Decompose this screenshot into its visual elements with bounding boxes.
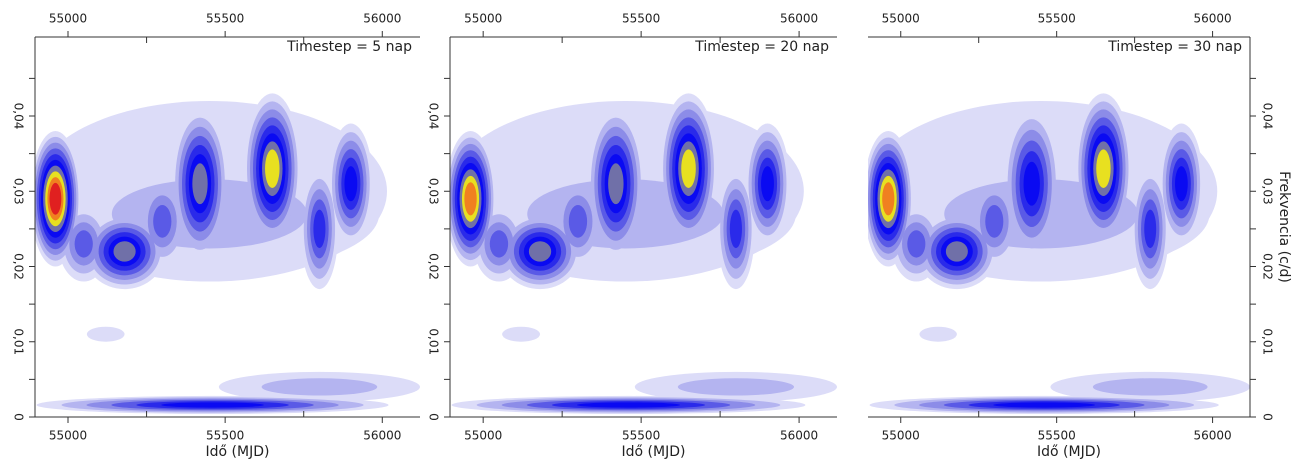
- contour-level: [907, 230, 926, 258]
- x-tick-label: 55000: [464, 429, 502, 443]
- y-tick-label: 0,03: [1261, 178, 1275, 205]
- contour-level: [1144, 209, 1157, 249]
- contours: [35, 93, 420, 414]
- panel: 55000 55000 55500 55500 56000 56000 0 0,01 0,02 0…: [12, 12, 420, 460]
- contour-level: [919, 326, 957, 342]
- contour-level: [161, 402, 264, 408]
- x-tick-label: 55000: [49, 12, 87, 26]
- x-axis-label: Idő (MJD): [1037, 444, 1101, 460]
- contour-level: [49, 182, 62, 215]
- contour-level: [1092, 378, 1208, 396]
- x-axis-label: Idő (MJD): [206, 444, 270, 460]
- y-tick-label: 0: [12, 413, 26, 421]
- contour-level: [1096, 149, 1111, 188]
- contour-level: [729, 209, 742, 249]
- contour-level: [261, 378, 378, 396]
- x-tick-label: 55500: [622, 12, 660, 26]
- panel: 55000 55000 55500 55500 56000 56000 0 0,01 0,02 0…: [427, 12, 837, 460]
- y-axis-label: Frekvencia (c/d): [1276, 171, 1292, 283]
- contour-level: [1023, 161, 1040, 206]
- contour-level: [192, 163, 208, 205]
- y-tick-label: 0,03: [427, 178, 441, 205]
- panel: 55000 55000 55500 55500 56000 56000 0 0,01 0,02 0…: [868, 12, 1292, 460]
- y-tick-label: 0,04: [1261, 103, 1275, 130]
- x-tick-label: 55500: [622, 429, 660, 443]
- contour-level: [344, 166, 358, 202]
- x-tick-label: 55000: [882, 429, 920, 443]
- contour-level: [568, 204, 588, 238]
- contour-level: [528, 241, 552, 262]
- y-tick-label: 0: [1261, 413, 1275, 421]
- contour-level: [1175, 166, 1188, 202]
- y-tick-label: 0: [427, 413, 441, 421]
- y-tick-label: 0,02: [12, 253, 26, 280]
- x-tick-label: 56000: [363, 429, 401, 443]
- x-tick-label: 56000: [780, 429, 818, 443]
- contour-level: [985, 204, 1004, 238]
- contour-level: [677, 378, 795, 396]
- x-tick-label: 55500: [1038, 12, 1076, 26]
- x-tick-label: 55500: [206, 429, 244, 443]
- x-tick-label: 55000: [49, 429, 87, 443]
- y-tick-label: 0,03: [12, 178, 26, 205]
- contour-level: [265, 149, 280, 188]
- contour-level: [153, 204, 172, 238]
- contour-level: [608, 163, 624, 205]
- y-tick-label: 0,01: [1261, 328, 1275, 355]
- contour-level: [681, 149, 696, 188]
- x-tick-label: 55500: [206, 12, 244, 26]
- x-tick-label: 56000: [780, 12, 818, 26]
- annotation: Timestep = 30 nap: [1107, 39, 1242, 55]
- x-axis-label: Idő (MJD): [622, 444, 686, 460]
- contour-level: [761, 166, 774, 202]
- y-tick-label: 0,02: [427, 253, 441, 280]
- y-tick-label: 0,04: [12, 103, 26, 130]
- y-tick-label: 0,02: [1261, 253, 1275, 280]
- x-tick-label: 56000: [1193, 429, 1231, 443]
- contour-level: [993, 402, 1096, 408]
- y-tick-label: 0,01: [12, 328, 26, 355]
- annotation: Timestep = 5 nap: [286, 39, 412, 55]
- contour-level: [74, 230, 93, 258]
- contour-level: [576, 402, 681, 408]
- contour-level: [489, 230, 509, 258]
- contours: [450, 93, 837, 414]
- contours: [868, 93, 1250, 414]
- contour-level: [313, 209, 326, 249]
- y-tick-label: 0,01: [427, 328, 441, 355]
- x-tick-label: 56000: [1193, 12, 1231, 26]
- contour-level: [86, 326, 125, 342]
- contour-level: [464, 182, 477, 216]
- annotation: Timestep = 20 nap: [694, 39, 829, 55]
- contour-level: [113, 241, 136, 262]
- x-tick-label: 55000: [882, 12, 920, 26]
- contour-level: [502, 326, 541, 342]
- x-tick-label: 55500: [1038, 429, 1076, 443]
- x-tick-label: 55000: [464, 12, 502, 26]
- contour-level: [945, 241, 968, 262]
- y-tick-label: 0,04: [427, 103, 441, 130]
- contour-level: [882, 182, 895, 216]
- x-tick-label: 56000: [363, 12, 401, 26]
